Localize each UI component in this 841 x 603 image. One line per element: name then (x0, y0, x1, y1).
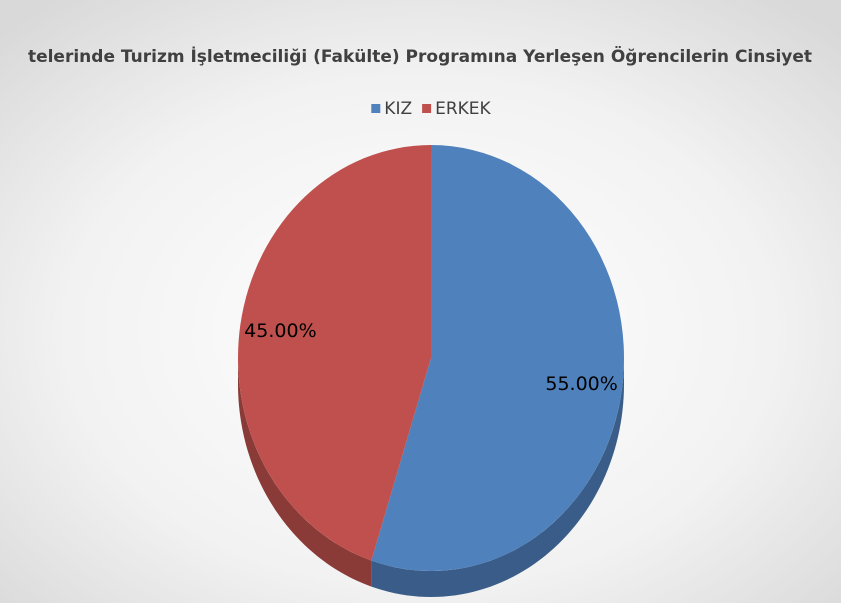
legend-swatch (371, 104, 381, 113)
legend-swatch (422, 104, 432, 113)
slice-side (371, 358, 624, 597)
slice (371, 145, 625, 571)
chart-title: telerinde Turizm İşletmeciliği (Fakülte)… (28, 45, 812, 67)
data-label: 45.00% (244, 320, 316, 342)
legend-label: ERKEK (435, 99, 491, 119)
slice-side (238, 358, 372, 587)
data-label: 55.00% (545, 373, 617, 395)
legend-label: KIZ (384, 99, 412, 119)
slice (238, 145, 431, 561)
